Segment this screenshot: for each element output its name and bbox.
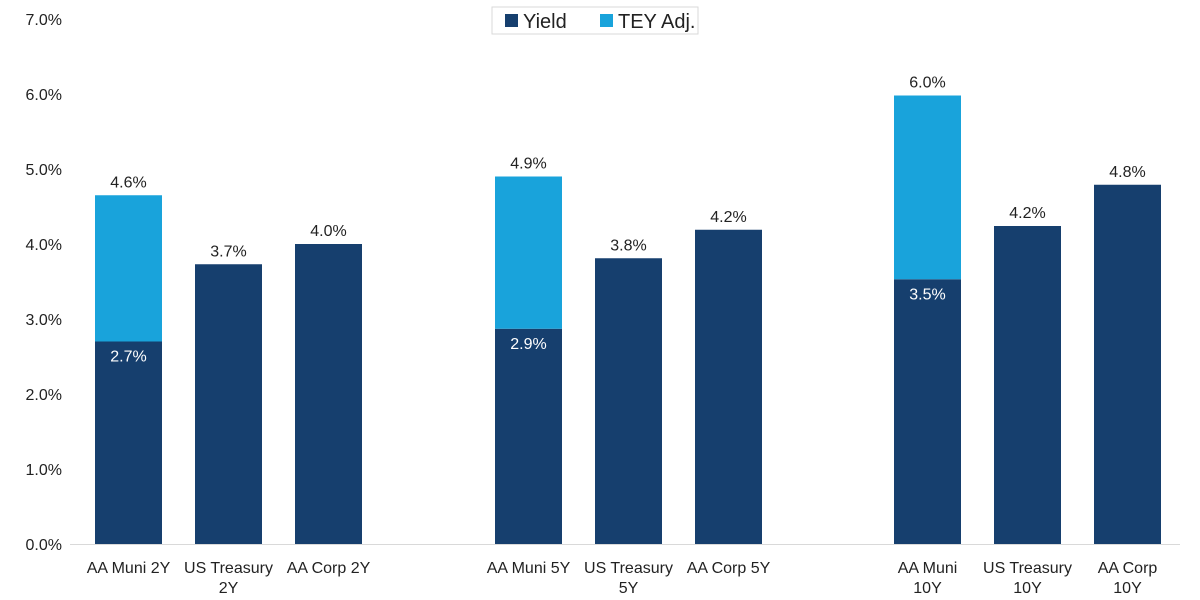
yield-value-label: 3.5% — [909, 286, 945, 303]
category-label: 10Y — [1113, 580, 1142, 597]
y-tick-label: 7.0% — [26, 12, 62, 29]
total-value-label: 4.8% — [1109, 164, 1145, 181]
category-label: US Treasury — [584, 560, 673, 577]
y-tick-label: 4.0% — [26, 237, 62, 254]
legend-label: Yield — [523, 11, 567, 33]
total-value-label: 3.7% — [210, 243, 246, 260]
y-axis: 0.0% 1.0% 2.0% 3.0% 4.0% 5.0% 6.0% 7.0% — [26, 12, 62, 554]
category-label: 10Y — [913, 580, 942, 597]
bar-tey-adj — [95, 195, 162, 342]
legend: Yield TEY Adj. — [491, 6, 699, 35]
category-label: 10Y — [1013, 580, 1042, 597]
total-value-label: 4.0% — [310, 223, 346, 240]
bar-yield — [295, 244, 362, 544]
bar-tey-adj — [495, 176, 562, 329]
total-value-label: 4.9% — [510, 156, 546, 173]
category-label: 2Y — [219, 580, 239, 597]
category-label: AA Corp 5Y — [687, 560, 771, 577]
bar-yield — [595, 258, 662, 544]
legend-box — [491, 6, 699, 35]
legend-label: TEY Adj. — [618, 11, 695, 33]
bar-yield — [95, 341, 162, 544]
bar-yield — [894, 279, 961, 544]
y-tick-label: 0.0% — [26, 537, 62, 554]
total-value-label: 4.2% — [710, 209, 746, 226]
y-tick-label: 1.0% — [26, 462, 62, 479]
category-label: AA Muni — [898, 560, 958, 577]
bar-yield — [495, 328, 562, 544]
y-tick-label: 6.0% — [26, 87, 62, 104]
category-label: AA Corp 2Y — [287, 560, 371, 577]
bar-yield — [994, 226, 1061, 544]
category-label: AA Muni 5Y — [487, 560, 571, 577]
category-label: 5Y — [619, 580, 639, 597]
data-labels: 4.6% 2.7% 3.7% 4.0% 4.9% 2.9% 3.8% 4.2% 6.0% 3.5%… — [110, 75, 1145, 366]
category-label: US Treasury — [184, 560, 273, 577]
category-label: US Treasury — [983, 560, 1072, 577]
total-value-label: 4.2% — [1009, 205, 1045, 222]
y-tick-label: 3.0% — [26, 312, 62, 329]
x-axis: AA Muni 2Y US Treasury 2Y AA Corp 2Y AA Muni… — [70, 544, 1180, 597]
total-value-label: 4.6% — [110, 174, 146, 191]
total-value-label: 6.0% — [909, 75, 945, 92]
total-value-label: 3.8% — [610, 237, 646, 254]
yield-value-label: 2.7% — [110, 349, 146, 366]
y-tick-label: 2.0% — [26, 387, 62, 404]
bar-yield — [195, 264, 262, 544]
legend-swatch — [600, 14, 613, 27]
yield-value-label: 2.9% — [510, 336, 546, 353]
category-label: AA Corp — [1098, 560, 1158, 577]
bar-yield — [695, 229, 762, 544]
bars — [95, 95, 1161, 544]
y-tick-label: 5.0% — [26, 162, 62, 179]
bar-tey-adj — [894, 95, 961, 280]
category-label: AA Muni 2Y — [87, 560, 171, 577]
bar-yield — [1094, 184, 1161, 544]
legend-swatch — [505, 14, 518, 27]
